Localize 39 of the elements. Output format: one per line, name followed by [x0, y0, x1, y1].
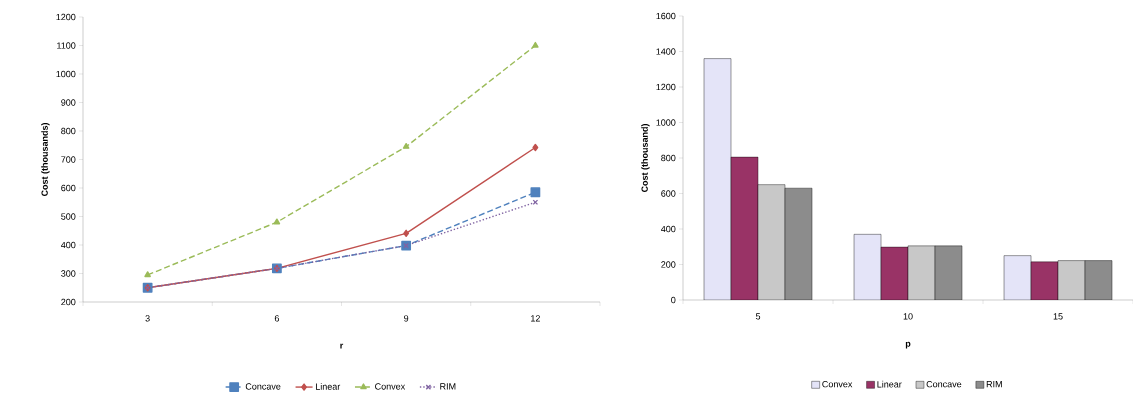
- x-tick-label: 15: [1053, 313, 1063, 320]
- y-tick-label: 1600: [656, 12, 676, 20]
- y-tick-label: 300: [61, 270, 76, 277]
- y-tick-label: 500: [61, 213, 76, 220]
- y-tick-label: 1400: [656, 48, 676, 55]
- x-tick-label: 6: [274, 315, 279, 322]
- x-tick-label: 9: [404, 315, 409, 322]
- x-tick-label: 3: [145, 315, 150, 322]
- legend-label: RIM: [440, 383, 456, 390]
- legend-label: Linear: [315, 383, 341, 390]
- y-tick-label: 400: [60, 241, 76, 249]
- y-tick-label: 1100: [57, 42, 76, 49]
- y-tick-label: 0: [671, 296, 676, 304]
- legend-label: Concave: [926, 380, 962, 388]
- y-axis-title: Cost (thousand): [641, 123, 650, 193]
- y-axis-title: Cost (thousands): [41, 122, 50, 197]
- y-tick-label: 900: [61, 99, 76, 106]
- legend-label: Concave: [245, 383, 281, 390]
- y-tick-label: 1000: [56, 70, 76, 78]
- y-tick-label: 200: [661, 261, 676, 268]
- y-tick-label: 200: [61, 298, 76, 306]
- y-tick-label: 1200: [56, 13, 76, 21]
- legend-label: Convex: [822, 380, 853, 388]
- y-tick-label: 400: [661, 225, 676, 233]
- legend-label: Convex: [375, 383, 406, 390]
- y-tick-label: 700: [61, 156, 76, 163]
- x-tick-label: 10: [903, 313, 913, 320]
- y-tick-label: 600: [61, 184, 76, 192]
- x-axis-title: r: [340, 343, 344, 349]
- x-tick-label: 12: [531, 315, 540, 322]
- x-axis-title: p: [905, 341, 911, 349]
- y-tick-label: 800: [661, 154, 676, 162]
- y-tick-label: 1200: [656, 83, 676, 91]
- legend-label: RIM: [986, 381, 1002, 388]
- y-tick-label: 1000: [656, 119, 676, 126]
- x-tick-label: 5: [755, 313, 761, 320]
- legend-label: Linear: [877, 380, 902, 388]
- y-tick-label: 600: [661, 190, 676, 197]
- y-tick-label: 800: [61, 127, 76, 135]
